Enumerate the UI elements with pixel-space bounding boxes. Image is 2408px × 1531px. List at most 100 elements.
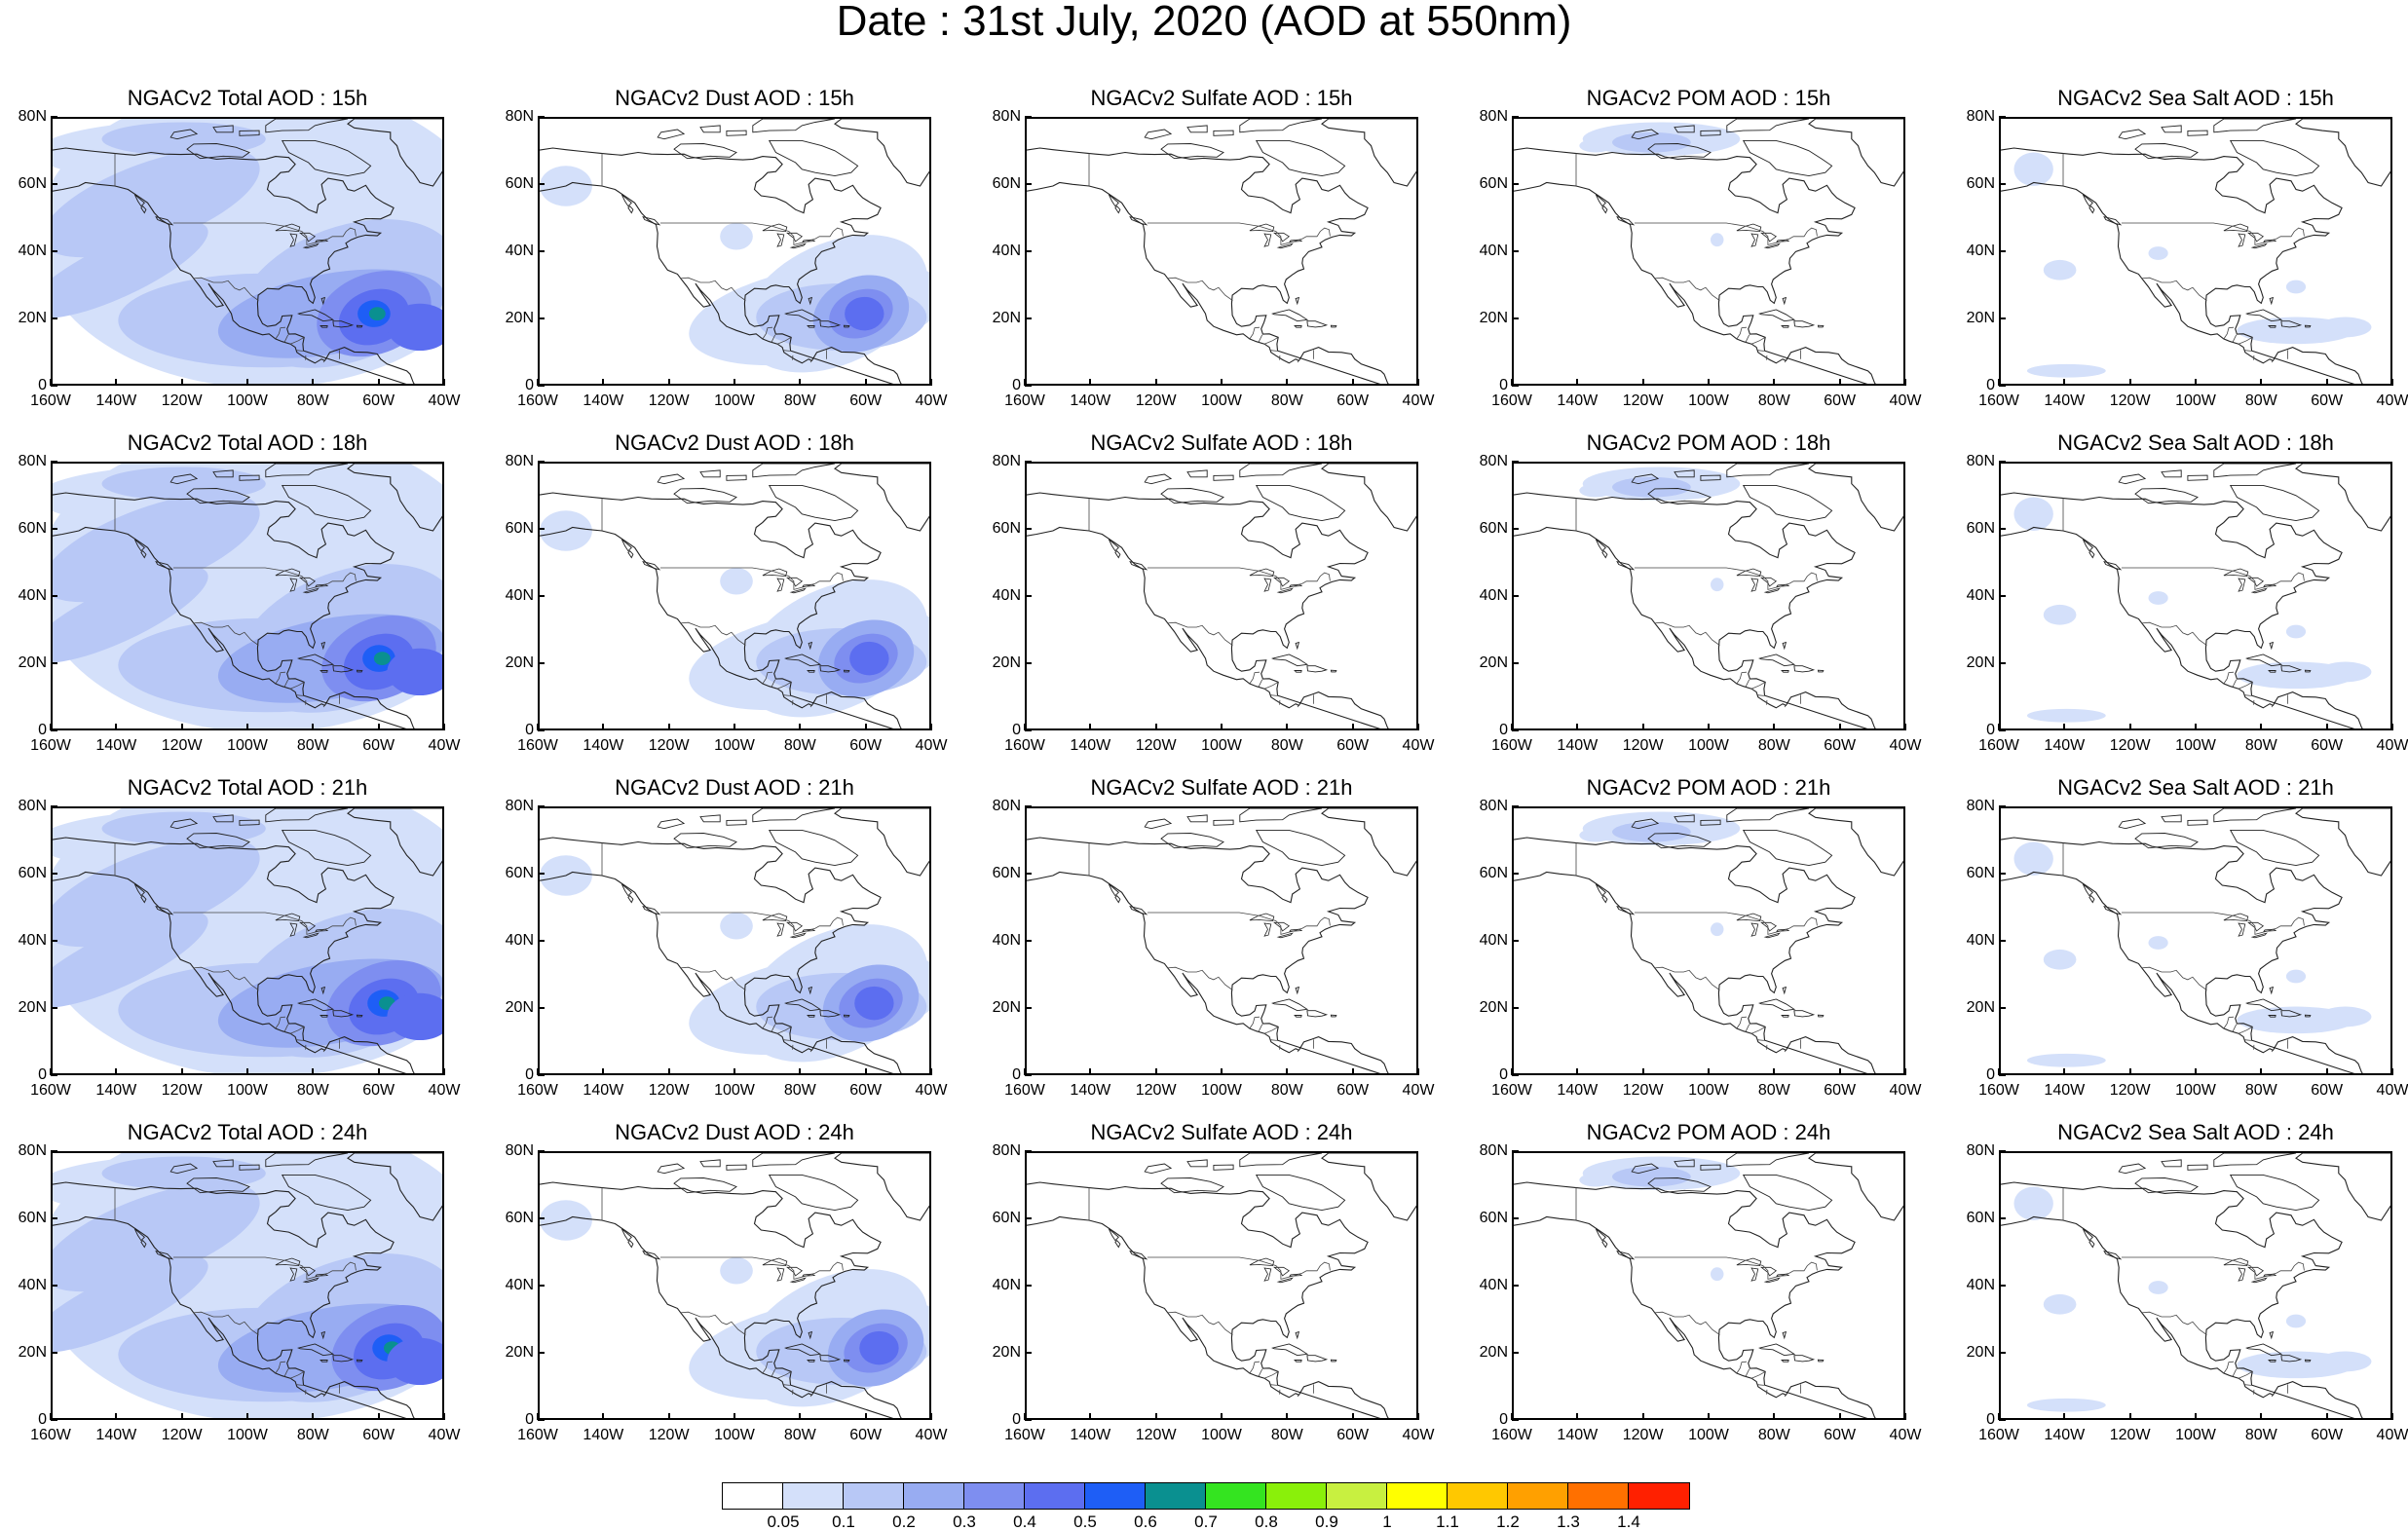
country-border <box>680 621 746 646</box>
coastline <box>819 1355 842 1363</box>
y-tick-mark <box>1999 1150 2006 1152</box>
y-tick-mark <box>538 1419 545 1421</box>
y-tick-label: 40N <box>1479 932 1508 949</box>
coastline <box>297 998 335 1012</box>
x-tick-label: 100W <box>714 1082 755 1099</box>
x-tick-label: 60W <box>1824 1082 1857 1099</box>
coastline <box>1294 1015 1302 1018</box>
country-border <box>762 1361 773 1374</box>
country-border <box>275 326 286 340</box>
coastline <box>289 1267 298 1282</box>
y-tick-label: 80N <box>505 798 534 814</box>
coastline <box>1255 829 1346 867</box>
x-tick-label: 140W <box>2044 392 2086 409</box>
coastline <box>2213 119 2297 133</box>
coastline <box>2001 492 2363 728</box>
y-tick-label: 80N <box>1479 1142 1508 1159</box>
y-tick-label: 0 <box>525 1066 534 1083</box>
country-border <box>1757 1384 1764 1386</box>
coastline <box>1129 561 1148 571</box>
x-tick-label: 80W <box>783 737 816 754</box>
figure-title: Date : 31st July, 2020 (AOD at 550nm) <box>836 0 1572 45</box>
y-tick-mark <box>51 317 57 319</box>
coastline <box>2238 1267 2246 1282</box>
y-tick-mark <box>51 1285 57 1287</box>
x-tick-mark <box>180 1068 183 1075</box>
country-border <box>2244 694 2251 696</box>
country-border <box>1167 1311 1233 1335</box>
coastline <box>1763 932 1781 939</box>
y-tick-label: 80N <box>18 108 47 125</box>
x-tick-label: 60W <box>849 1427 883 1443</box>
x-tick-label: 160W <box>30 1082 71 1099</box>
y-tick-mark <box>1512 662 1519 664</box>
x-tick-label: 60W <box>1336 392 1370 409</box>
coastline <box>2103 906 2123 915</box>
aod-contour-region <box>53 1255 208 1353</box>
coastline <box>299 1266 317 1277</box>
x-tick-mark <box>2391 1413 2393 1420</box>
coastline <box>2161 469 2182 478</box>
coastline <box>1027 492 1389 728</box>
x-tick-label: 60W <box>1336 1082 1370 1099</box>
coastline <box>768 484 859 522</box>
country-border <box>193 1311 259 1335</box>
y-tick-mark <box>538 1217 545 1219</box>
x-tick-mark <box>602 1413 605 1420</box>
aod-contour-region <box>1711 1267 1724 1282</box>
y-tick-mark <box>1512 940 1519 942</box>
coastline <box>1817 669 1825 673</box>
map-plot-area <box>51 462 444 730</box>
coastline <box>1742 1174 1833 1212</box>
y-tick-mark <box>538 1150 545 1152</box>
coastline <box>1144 473 1173 485</box>
x-tick-label: 160W <box>1978 737 2019 754</box>
country-border <box>296 694 303 696</box>
coastline <box>1647 143 1712 160</box>
y-tick-mark <box>538 116 545 118</box>
y-tick-mark <box>1025 1285 1032 1287</box>
x-tick-label: 40W <box>428 1427 461 1443</box>
coastline <box>1742 829 1833 867</box>
coastline <box>2187 474 2208 481</box>
aod-contour-region <box>387 648 442 696</box>
y-tick-label: 40N <box>992 587 1021 604</box>
coastline <box>299 577 317 587</box>
coastline <box>1108 1228 1119 1242</box>
x-tick-mark <box>2325 1413 2328 1420</box>
coastline <box>1742 139 1833 177</box>
country-border <box>771 334 776 343</box>
y-tick-mark <box>1999 1352 2006 1354</box>
coastline <box>2088 550 2095 559</box>
coastline <box>1213 1164 1234 1171</box>
coastline <box>1674 814 1695 823</box>
x-tick-mark <box>1351 1068 1354 1075</box>
x-tick-label: 80W <box>783 1427 816 1443</box>
coastline <box>2082 1228 2093 1242</box>
x-tick-mark <box>2260 724 2263 730</box>
y-tick-mark <box>51 1352 57 1354</box>
coastline <box>155 561 174 571</box>
aod-contour-region <box>2026 363 2106 378</box>
country-border <box>809 1394 812 1398</box>
coastline <box>1239 119 1323 133</box>
y-tick-mark <box>538 1074 545 1076</box>
x-tick-mark <box>1838 724 1841 730</box>
country-border <box>1634 912 1818 935</box>
coastline <box>1263 578 1272 592</box>
coastline <box>1306 1355 1329 1363</box>
coastline <box>1760 577 1778 587</box>
coastline <box>2269 986 2275 995</box>
y-tick-mark <box>1999 116 2006 118</box>
coastline <box>1793 320 1816 328</box>
x-tick-mark <box>1904 724 1906 730</box>
y-tick-label: 60N <box>992 520 1021 537</box>
y-tick-mark <box>51 873 57 875</box>
colorbar-label: 1 <box>1382 1512 1392 1531</box>
coastline <box>1129 906 1148 915</box>
coastline <box>2088 895 2095 904</box>
colorbar-label: 0.7 <box>1194 1512 1218 1531</box>
country-border <box>289 336 305 345</box>
x-tick-label: 80W <box>783 392 816 409</box>
